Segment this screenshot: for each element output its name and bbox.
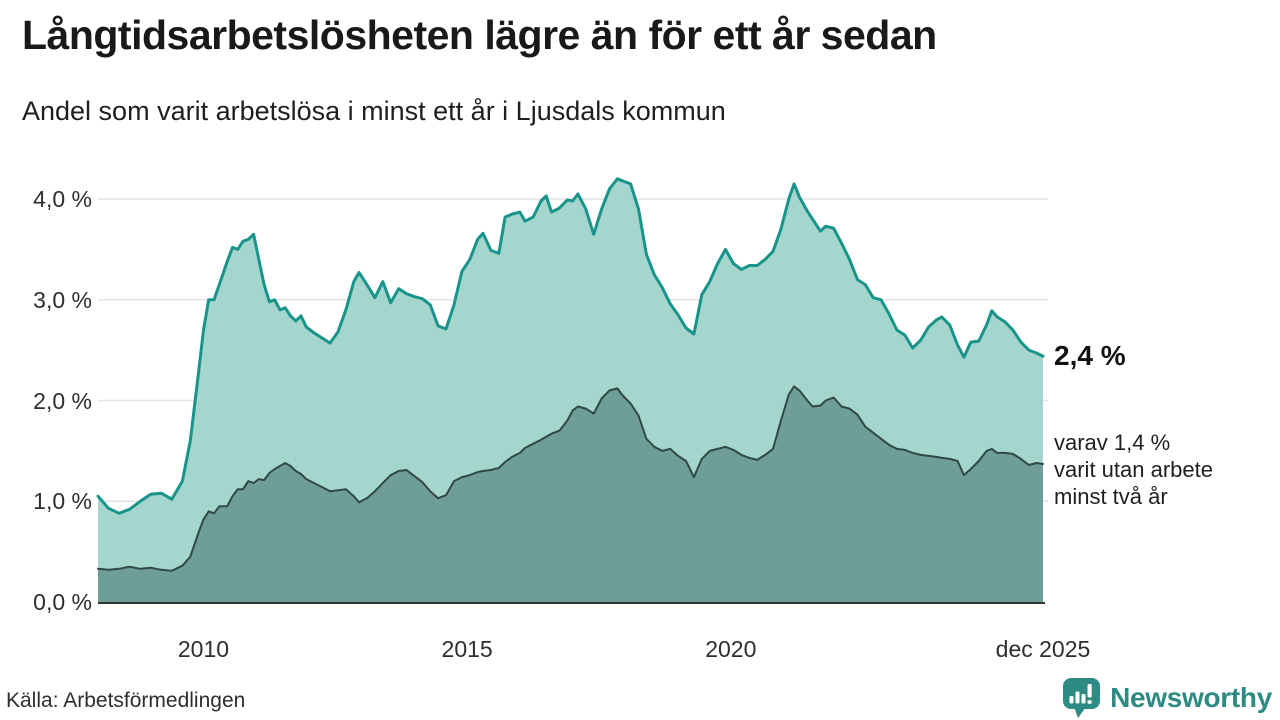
line-series-1 <box>96 177 1045 515</box>
series-end-value-label: 2,4 % <box>1054 340 1126 371</box>
x-tick-label: dec 2025 <box>995 636 1091 662</box>
brand-name: Newsworthy <box>1110 682 1272 713</box>
brand-lockup: Newsworthy <box>1061 676 1272 720</box>
secondary-series-note: varav 1,4 % varit utan arbete minst två … <box>1054 429 1274 510</box>
x-tick-label: 2015 <box>441 636 493 662</box>
line-series-2 <box>97 385 1044 572</box>
area-fill-series-2 <box>98 386 1043 602</box>
y-tick-label: 0,0 % <box>33 589 92 615</box>
y-tick-label: 2,0 % <box>33 387 92 414</box>
y-tick-label: 3,0 % <box>33 286 92 313</box>
note-line-2: varit utan arbete <box>1054 457 1213 482</box>
y-tick-label: 1,0 % <box>33 488 92 515</box>
note-line-3: minst två år <box>1054 484 1168 509</box>
newsworthy-logo-icon <box>1063 678 1101 718</box>
x-tick-label: 2010 <box>177 636 230 662</box>
note-line-1: varav 1,4 % <box>1054 430 1171 455</box>
x-tick-label: 2020 <box>705 636 757 662</box>
y-tick-label: 4,0 % <box>33 186 92 212</box>
source-attribution: Källa: Arbetsförmedlingen <box>6 689 246 712</box>
page-subtitle: Andel som varit arbetslösa i minst ett å… <box>22 96 726 126</box>
area-chart <box>96 177 1048 604</box>
page-title: Långtidsarbetslösheten lägre än för ett … <box>22 12 937 58</box>
